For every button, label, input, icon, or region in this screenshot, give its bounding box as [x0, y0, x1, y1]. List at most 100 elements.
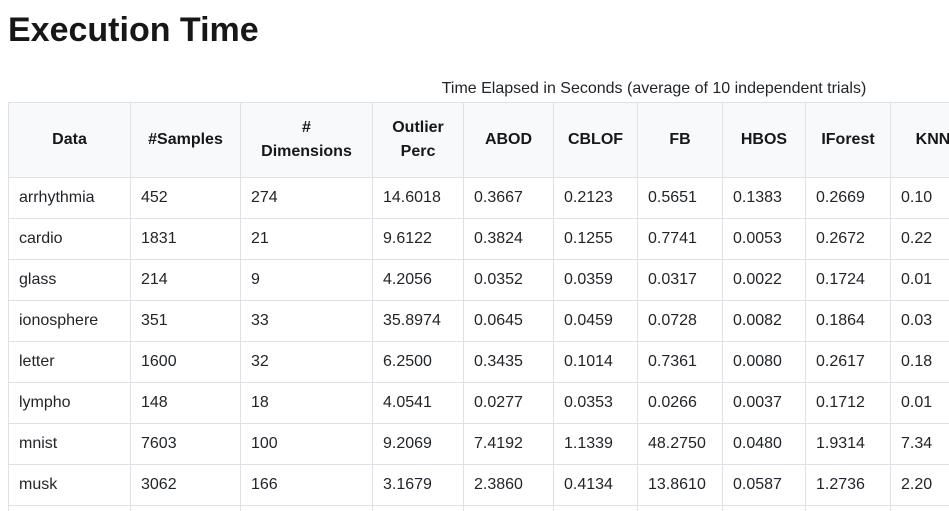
value-cell: 0.2123 [553, 177, 638, 219]
value-cell: 0.0082 [722, 300, 806, 342]
value-cell: 0.0459 [553, 300, 638, 342]
value-cell: 2.20 [890, 464, 949, 506]
value-cell: 0.0277 [463, 382, 554, 424]
value-cell: 0.7361 [637, 341, 723, 383]
value-cell: 0.1014 [553, 341, 638, 383]
value-cell: 7603 [130, 423, 241, 465]
dataset-name-cell: cardio [8, 218, 131, 260]
value-cell: 9.2069 [372, 423, 464, 465]
value-cell: 0.0587 [722, 464, 806, 506]
value-cell: 0.01 [890, 382, 949, 424]
value-cell: 0.0352 [463, 259, 554, 301]
page-title: Execution Time [8, 11, 259, 49]
value-cell [372, 505, 464, 511]
dataset-name-cell: lympho [8, 382, 131, 424]
value-cell: 0.0353 [553, 382, 638, 424]
value-cell: 351 [130, 300, 241, 342]
value-cell: 21 [240, 218, 373, 260]
value-cell: 0.3435 [463, 341, 554, 383]
dataset-name-cell: musk [8, 464, 131, 506]
value-cell: 33 [240, 300, 373, 342]
value-cell: 0.0080 [722, 341, 806, 383]
value-cell: 0.18 [890, 341, 949, 383]
value-cell: 2.3860 [463, 464, 554, 506]
value-cell: 0.0317 [637, 259, 723, 301]
column-header: FB [637, 102, 723, 178]
table-row: letter 1600 32 6.2500 0.3435 0.1014 0.7361 0.00… [8, 341, 949, 383]
value-cell: 18 [240, 382, 373, 424]
value-cell: 0.0728 [637, 300, 723, 342]
value-cell: 0.0037 [722, 382, 806, 424]
dataset-name-cell: letter [8, 341, 131, 383]
table-body: arrhythmia 452 274 14.6018 0.3667 0.2123 0.565… [8, 177, 949, 511]
value-cell: 7.4192 [463, 423, 554, 465]
value-cell: 0.22 [890, 218, 949, 260]
value-cell: 1.1339 [553, 423, 638, 465]
value-cell: 9.6122 [372, 218, 464, 260]
value-cell [553, 505, 638, 511]
column-header: Data [8, 102, 131, 178]
value-cell: 0.03 [890, 300, 949, 342]
value-cell: 0.01 [890, 259, 949, 301]
value-cell [722, 505, 806, 511]
table-row: mnist 7603 100 9.2069 7.4192 1.1339 48.2750 0.0… [8, 423, 949, 465]
table-row: cardio 1831 21 9.6122 0.3824 0.1255 0.7741 0.00… [8, 218, 949, 260]
value-cell [890, 505, 949, 511]
table-caption: Time Elapsed in Seconds (average of 10 i… [441, 80, 867, 97]
column-header: #Samples [130, 102, 241, 178]
column-header: ABOD [463, 102, 554, 178]
dataset-name-cell: arrhythmia [8, 177, 131, 219]
value-cell: 32 [240, 341, 373, 383]
value-cell: 0.2617 [805, 341, 891, 383]
value-cell: 13.8610 [637, 464, 723, 506]
table-row: ionosphere 351 33 35.8974 0.0645 0.0459 0.0728… [8, 300, 949, 342]
value-cell: 0.2672 [805, 218, 891, 260]
value-cell: 0.7741 [637, 218, 723, 260]
value-cell: 0.3667 [463, 177, 554, 219]
value-cell: 166 [240, 464, 373, 506]
value-cell: 7.34 [890, 423, 949, 465]
value-cell [8, 505, 131, 511]
value-cell: 274 [240, 177, 373, 219]
value-cell: 0.0645 [463, 300, 554, 342]
table-row: arrhythmia 452 274 14.6018 0.3667 0.2123 0.565… [8, 177, 949, 219]
table-row-partial [8, 505, 949, 511]
value-cell: 14.6018 [372, 177, 464, 219]
column-header: IForest [805, 102, 891, 178]
value-cell [130, 505, 241, 511]
value-cell: 0.10 [890, 177, 949, 219]
execution-time-table: Data #Samples # Dimensions Outlier Perc ABOD… [8, 102, 949, 511]
value-cell: 0.3824 [463, 218, 554, 260]
value-cell: 1.2736 [805, 464, 891, 506]
value-cell: 3.1679 [372, 464, 464, 506]
value-cell: 3062 [130, 464, 241, 506]
value-cell: 0.1712 [805, 382, 891, 424]
value-cell: 9 [240, 259, 373, 301]
table-row: glass 214 9 4.2056 0.0352 0.0359 0.0317 0.0022 0… [8, 259, 949, 301]
value-cell: 4.0541 [372, 382, 464, 424]
value-cell: 1.9314 [805, 423, 891, 465]
value-cell: 0.1864 [805, 300, 891, 342]
table-row: lympho 148 18 4.0541 0.0277 0.0353 0.0266 0.003… [8, 382, 949, 424]
dataset-name-cell: mnist [8, 423, 131, 465]
value-cell: 0.5651 [637, 177, 723, 219]
value-cell: 148 [130, 382, 241, 424]
value-cell [637, 505, 723, 511]
value-cell: 0.1724 [805, 259, 891, 301]
column-header: Outlier Perc [372, 102, 464, 178]
column-header: CBLOF [553, 102, 638, 178]
value-cell: 0.0266 [637, 382, 723, 424]
column-header: HBOS [722, 102, 806, 178]
value-cell [463, 505, 554, 511]
value-cell: 0.1255 [553, 218, 638, 260]
value-cell: 0.0053 [722, 218, 806, 260]
value-cell: 0.1383 [722, 177, 806, 219]
value-cell: 0.0022 [722, 259, 806, 301]
column-header: KNN [890, 102, 949, 178]
dataset-name-cell: glass [8, 259, 131, 301]
dataset-name-cell: ionosphere [8, 300, 131, 342]
value-cell: 0.0359 [553, 259, 638, 301]
value-cell: 100 [240, 423, 373, 465]
value-cell: 0.0480 [722, 423, 806, 465]
